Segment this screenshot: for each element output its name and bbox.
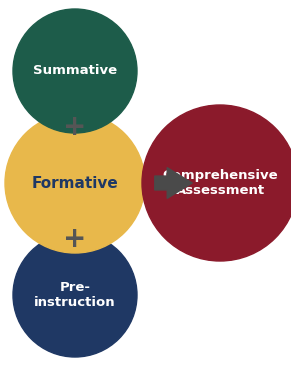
- Circle shape: [142, 105, 291, 261]
- Text: +: +: [63, 225, 87, 253]
- Text: Comprehensive
Assessment: Comprehensive Assessment: [162, 169, 278, 197]
- Circle shape: [13, 9, 137, 133]
- Circle shape: [13, 233, 137, 357]
- Text: Summative: Summative: [33, 64, 117, 78]
- Text: Formative: Formative: [32, 176, 118, 190]
- Text: Pre-
instruction: Pre- instruction: [34, 281, 116, 309]
- Text: +: +: [63, 113, 87, 141]
- Circle shape: [5, 113, 145, 253]
